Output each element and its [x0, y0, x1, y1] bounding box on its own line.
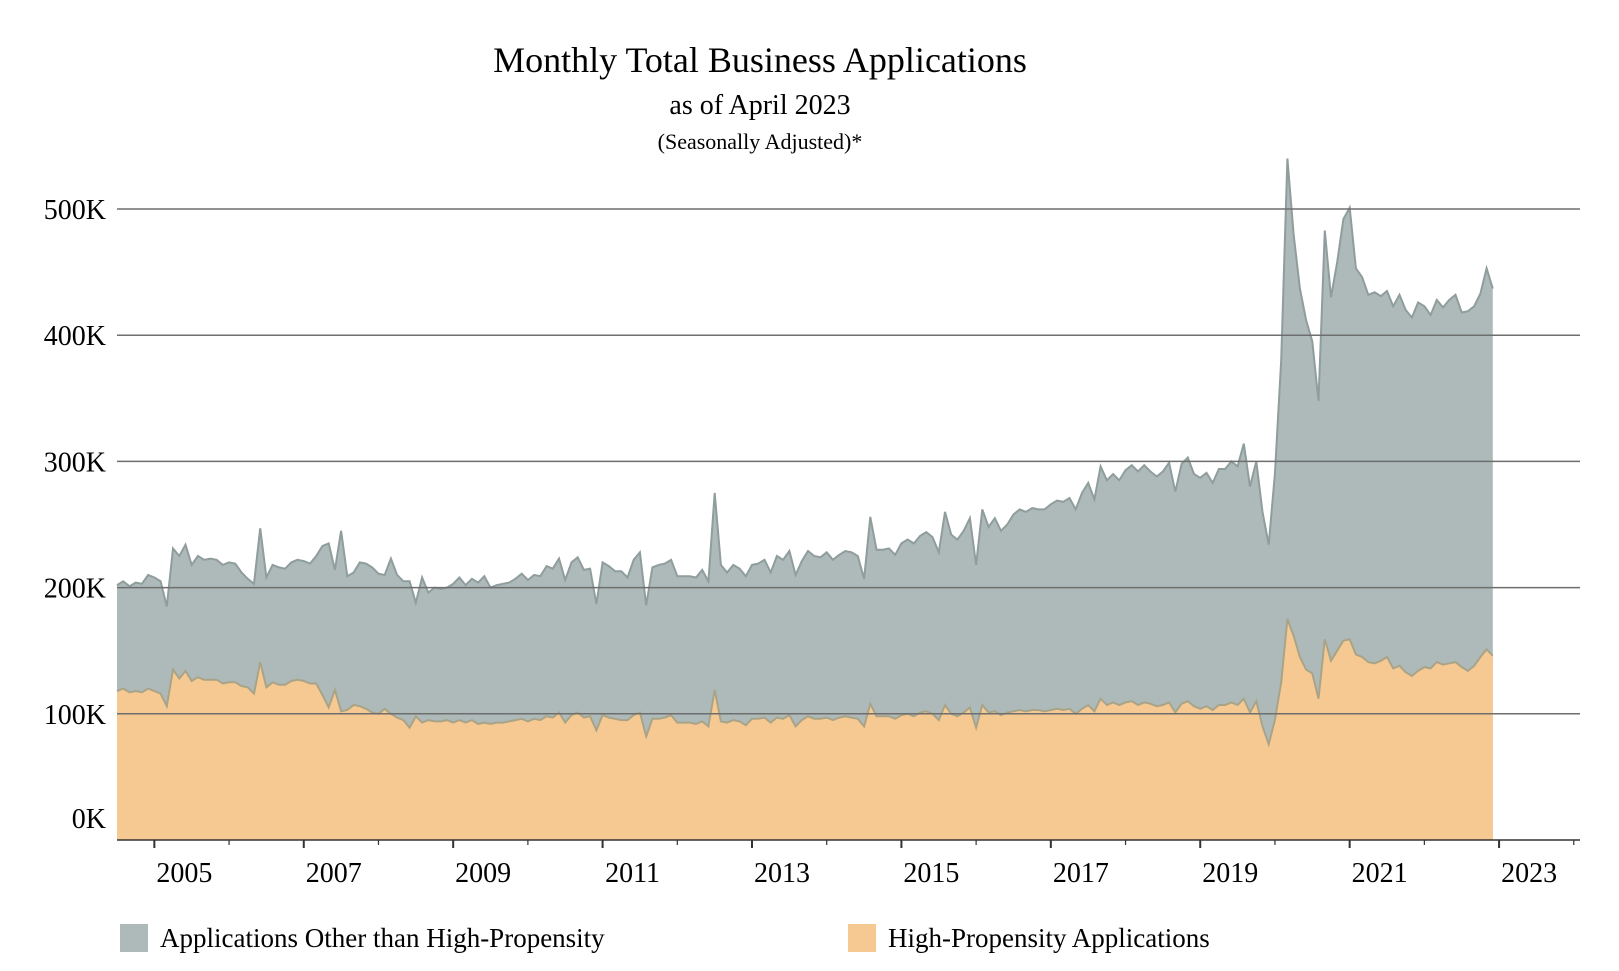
legend-swatch-high-propensity: [848, 924, 876, 952]
x-tick-label: 2015: [903, 858, 959, 889]
x-tick-label: 2011: [605, 858, 660, 889]
legend-item-high-propensity[interactable]: High-Propensity Applications: [848, 923, 1210, 953]
x-tick-label: 2005: [156, 858, 212, 889]
chart-subtitle: as of April 2023: [669, 90, 850, 121]
x-tick-label: 2007: [306, 858, 362, 889]
y-axis-ticks: 0K 100K 200K 300K 400K 500K: [44, 195, 106, 835]
legend: Applications Other than High-Propensity …: [120, 923, 1210, 953]
y-tick-label: 0K: [72, 804, 106, 835]
x-tick-label: 2019: [1202, 858, 1258, 889]
y-tick-label: 200K: [44, 574, 106, 605]
plot-area: [116, 158, 1494, 840]
chart-title: Monthly Total Business Applications: [493, 40, 1027, 80]
y-tick-label: 100K: [44, 700, 106, 731]
legend-label-high-propensity: High-Propensity Applications: [888, 923, 1210, 953]
legend-item-other[interactable]: Applications Other than High-Propensity: [120, 923, 605, 953]
x-tick-label: 2009: [455, 858, 511, 889]
series-area-high-propensity: [117, 619, 1493, 840]
legend-label-other: Applications Other than High-Propensity: [160, 923, 605, 953]
y-tick-label: 300K: [44, 447, 106, 478]
y-tick-label: 400K: [44, 321, 106, 352]
x-tick-label: 2021: [1352, 858, 1408, 889]
chart-note: (Seasonally Adjusted)*: [658, 129, 863, 154]
y-tick-label: 500K: [44, 195, 106, 226]
x-axis: 2005 2007 2009 2011 2013 2015 2017 2019 2021 2023: [117, 839, 1580, 889]
x-tick-label: 2023: [1501, 858, 1557, 889]
series-line-total: [116, 158, 1494, 607]
series-area-other: [117, 158, 1493, 840]
x-tick-label: 2017: [1053, 858, 1109, 889]
gridlines: [117, 208, 1580, 715]
legend-swatch-other: [120, 924, 148, 952]
series-line-high-propensity: [116, 618, 1494, 748]
x-tick-label: 2013: [754, 858, 810, 889]
